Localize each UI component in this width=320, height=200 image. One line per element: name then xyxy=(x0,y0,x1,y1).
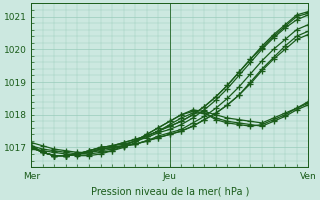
X-axis label: Pression niveau de la mer( hPa ): Pression niveau de la mer( hPa ) xyxy=(91,187,249,197)
